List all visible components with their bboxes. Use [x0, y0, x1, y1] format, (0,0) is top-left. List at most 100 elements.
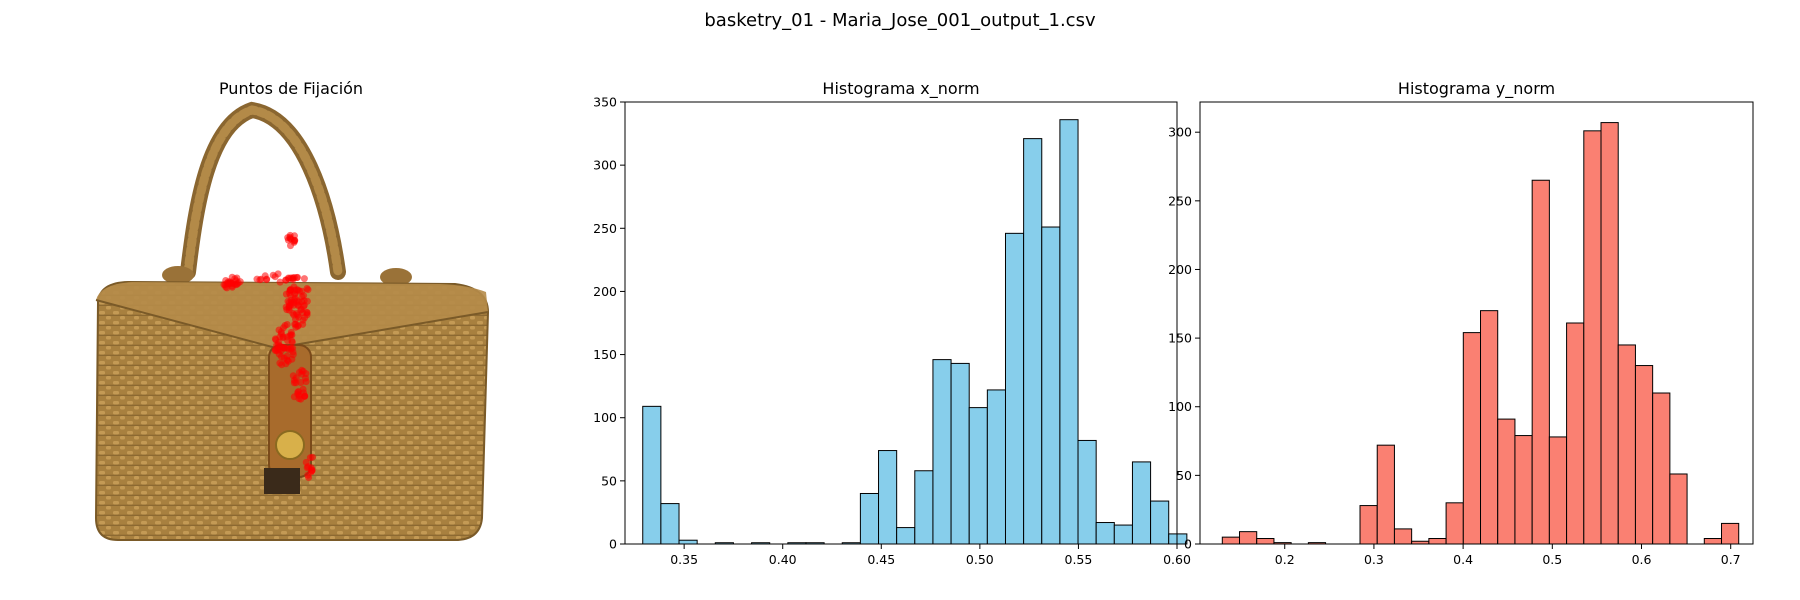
histogram-bar [1480, 310, 1499, 545]
x-tick-label: 0.5 [1542, 552, 1562, 567]
histogram-bar [1428, 538, 1447, 545]
histogram-bar [932, 359, 952, 545]
histogram-bar [914, 470, 934, 545]
histogram-bar [968, 407, 988, 545]
fixation-point [300, 303, 308, 310]
histogram-bar [1059, 119, 1079, 545]
x-tick-label: 0.6 [1632, 552, 1652, 567]
y-tick-label: 50 [601, 473, 617, 488]
fixation-point [303, 285, 311, 292]
histogram-bar [1566, 322, 1585, 545]
x-tick-label: 0.45 [867, 552, 895, 567]
fixation-point [287, 331, 295, 339]
histogram-bar [642, 405, 662, 545]
histogram-bar [1168, 533, 1188, 545]
histogram-bar [1393, 528, 1413, 545]
histogram-bar [1150, 500, 1170, 545]
fixation-point [284, 337, 292, 345]
fixation-point [281, 322, 289, 329]
histogram-bar [1131, 461, 1152, 545]
histogram-bar [678, 539, 698, 545]
fixation-point [256, 276, 264, 284]
fixation-point [294, 321, 302, 329]
fixation-point [294, 311, 302, 319]
fixation-point [221, 281, 229, 289]
fixation-point [294, 390, 302, 398]
fixation-point [285, 299, 293, 306]
fixation-point [228, 279, 236, 287]
x-tick-label: 0.55 [1065, 552, 1093, 567]
histogram-bar [1531, 179, 1550, 545]
histogram-bar [1652, 392, 1671, 545]
histogram-bar [950, 362, 970, 545]
fixation-point [300, 275, 308, 283]
fixation-point [289, 348, 297, 356]
fixation-point [280, 344, 288, 351]
y-tick-label: 0 [1184, 537, 1192, 552]
fixation-point [233, 274, 241, 282]
histogram-bar [1376, 444, 1395, 545]
image-panel: Puntos de Fijación [94, 79, 490, 541]
fixation-point [304, 471, 312, 479]
fixation-point [299, 367, 307, 375]
fixation-point [284, 236, 292, 244]
histogram-bar [1583, 130, 1602, 545]
histogram-bar [1548, 436, 1568, 545]
fixation-point [303, 297, 311, 305]
histogram-bar [878, 450, 898, 545]
x-tick-label: 0.3 [1364, 552, 1384, 567]
y-tick-label: 250 [1168, 193, 1192, 208]
histogram-bar [1445, 502, 1464, 545]
histogram-bar [859, 492, 880, 545]
histogram-x-norm: Histograma x_norm 0.35 0.40 0.45 0.50 0.55 0.6… [593, 79, 1191, 567]
axes-frame [1199, 101, 1754, 545]
histogram-bar [1669, 473, 1688, 545]
fixation-point [289, 275, 297, 282]
fixation-point [300, 389, 308, 397]
histogram-bar [1514, 435, 1533, 545]
histogram-bar [660, 503, 680, 545]
y-tick-label: 250 [593, 221, 617, 236]
y-tick-label: 300 [593, 158, 617, 173]
x-tick-label: 0.50 [966, 552, 994, 567]
figure-suptitle: basketry_01 - Maria_Jose_001_output_1.cs… [704, 10, 1096, 31]
histogram-bar [1703, 538, 1723, 545]
fixation-point [276, 278, 284, 286]
x-tick-label: 0.60 [1163, 552, 1191, 567]
fixation-point [269, 271, 277, 279]
histogram-bar [1095, 522, 1115, 545]
histogram-bar [1462, 332, 1482, 545]
y-tick-label: 50 [1176, 468, 1192, 483]
fixation-point [301, 314, 309, 322]
y-tick-label: 100 [593, 410, 617, 425]
axes-frame [624, 101, 1178, 545]
y-tick-label: 150 [593, 347, 617, 362]
histogram-bar [1497, 418, 1516, 545]
fixation-point [290, 237, 298, 245]
histogram-bar [1221, 536, 1241, 545]
x-tick-label: 0.4 [1453, 552, 1473, 567]
y-tick-label: 300 [1168, 125, 1192, 140]
histogram-bar [896, 527, 916, 545]
histogram-bar [1113, 524, 1133, 545]
fixation-point [282, 290, 290, 298]
fixation-point [291, 290, 298, 298]
fixation-point [304, 463, 312, 471]
image-panel-title: Puntos de Fijación [219, 79, 363, 98]
y-tick-label: 350 [593, 95, 617, 110]
x-tick-label: 0.35 [670, 552, 698, 567]
fixation-point [278, 361, 286, 369]
histogram-bar [1634, 365, 1654, 545]
histogram-bar [1721, 522, 1740, 545]
fixation-point [302, 378, 310, 386]
chart-title: Histograma y_norm [1398, 79, 1555, 99]
histogram-bar [986, 389, 1006, 545]
y-tick-label: 100 [1168, 399, 1192, 414]
fixation-point [276, 333, 284, 341]
x-tick-label: 0.7 [1721, 552, 1741, 567]
y-tick-label: 200 [593, 284, 617, 299]
fixation-point [263, 276, 270, 284]
y-tick-label: 0 [609, 537, 617, 552]
histogram-bar [1617, 344, 1636, 545]
